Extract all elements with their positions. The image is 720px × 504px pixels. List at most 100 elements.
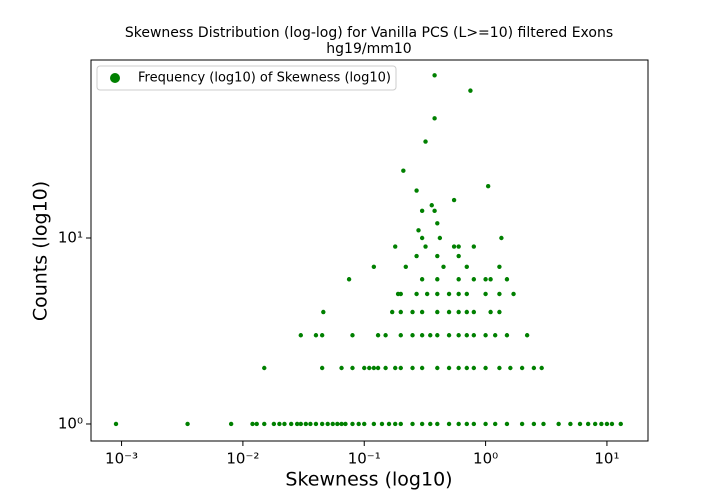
point <box>393 421 398 427</box>
point <box>464 264 469 270</box>
point <box>592 421 598 427</box>
point <box>531 421 537 427</box>
point <box>375 333 381 338</box>
point <box>419 277 425 282</box>
point <box>294 421 300 427</box>
point <box>303 421 309 427</box>
point <box>319 333 325 338</box>
point <box>585 421 591 427</box>
point <box>367 365 372 371</box>
point <box>313 333 319 338</box>
point <box>325 421 330 427</box>
point <box>250 421 255 427</box>
point <box>432 73 437 78</box>
point <box>446 365 452 371</box>
point <box>410 333 415 338</box>
point <box>371 264 377 270</box>
point <box>335 421 340 427</box>
point <box>456 421 461 427</box>
point <box>556 421 561 427</box>
point <box>456 277 461 282</box>
point <box>432 116 437 121</box>
point <box>435 333 440 338</box>
point <box>371 365 377 371</box>
point <box>511 291 516 297</box>
point <box>185 421 190 427</box>
point <box>483 365 488 371</box>
point <box>497 309 502 315</box>
point <box>604 421 610 427</box>
point <box>416 228 421 233</box>
point <box>446 421 452 427</box>
point <box>446 309 452 315</box>
point <box>410 309 415 315</box>
point <box>321 309 326 315</box>
x-tick-label: 10⁻¹ <box>348 450 381 468</box>
legend-marker <box>110 73 120 83</box>
point <box>497 365 502 371</box>
x-tick-label: 10⁻³ <box>105 450 138 468</box>
chart-subtitle: hg19/mm10 <box>326 41 411 57</box>
point <box>414 291 419 297</box>
plot-frame <box>90 59 649 442</box>
point <box>504 421 510 427</box>
point <box>435 365 440 371</box>
point <box>414 188 419 193</box>
point <box>423 139 428 144</box>
point <box>435 421 440 427</box>
point <box>464 333 469 338</box>
point <box>504 277 510 282</box>
y-tick-label: 10⁰ <box>58 414 83 432</box>
point <box>471 277 477 282</box>
point <box>446 291 452 297</box>
point <box>577 421 583 427</box>
point <box>419 208 425 214</box>
point <box>456 291 461 297</box>
point <box>456 365 461 371</box>
point <box>383 365 388 371</box>
point <box>618 421 623 427</box>
legend-label: Frequency (log10) of Skewness (log10) <box>138 71 391 86</box>
point <box>464 291 469 297</box>
point <box>410 365 415 371</box>
point <box>468 88 473 93</box>
point <box>497 264 502 270</box>
point <box>414 253 419 259</box>
point <box>343 421 348 427</box>
point <box>499 235 504 241</box>
point <box>419 365 425 371</box>
point <box>471 421 477 427</box>
point <box>541 421 546 427</box>
y-axis-label: Counts (log10) <box>30 181 52 321</box>
point <box>429 203 434 208</box>
x-tick-label: 10⁰ <box>473 450 498 468</box>
point <box>356 421 361 427</box>
point <box>428 421 433 427</box>
point <box>504 333 510 338</box>
point <box>362 421 367 427</box>
point <box>339 421 344 427</box>
point <box>401 168 406 173</box>
chart-title: Skewness Distribution (log-log) for Vani… <box>125 25 613 41</box>
point <box>419 333 425 338</box>
point <box>464 421 469 427</box>
point <box>471 333 477 338</box>
point <box>393 244 398 249</box>
point <box>319 365 325 371</box>
point <box>519 365 525 371</box>
point <box>446 333 452 338</box>
point <box>437 235 443 241</box>
point <box>410 421 415 427</box>
point <box>113 421 119 427</box>
point <box>298 333 303 338</box>
point <box>419 309 425 315</box>
point <box>539 365 544 371</box>
point <box>568 421 573 427</box>
point <box>298 421 303 427</box>
point <box>254 421 259 427</box>
legend-box <box>96 65 397 91</box>
point <box>419 235 425 241</box>
point <box>441 264 446 270</box>
point <box>435 221 440 226</box>
point <box>371 421 377 427</box>
